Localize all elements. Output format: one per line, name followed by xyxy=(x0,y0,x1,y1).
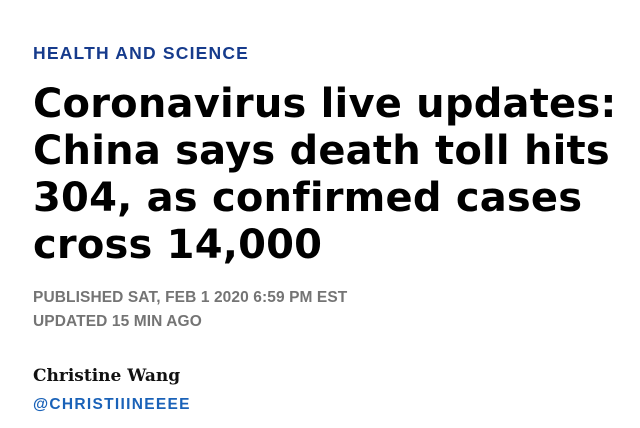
published-time: PUBLISHED SAT, FEB 1 2020 6:59 PM EST xyxy=(33,289,348,306)
headline-line: Coronavirus live updates: xyxy=(33,81,617,127)
section-link[interactable]: HEALTH AND SCIENCE xyxy=(33,43,250,63)
updated-time: UPDATED 15 MIN AGO xyxy=(33,313,202,330)
headline-line: 304, as confirmed cases xyxy=(33,175,583,221)
timestamps: PUBLISHED SAT, FEB 1 2020 6:59 PM EST UP… xyxy=(33,286,347,334)
headline: Coronavirus live updates: China says dea… xyxy=(33,81,633,269)
author-name[interactable]: Christine Wang xyxy=(33,366,181,386)
headline-line: China says death toll hits xyxy=(33,128,610,174)
headline-line: cross 14,000 xyxy=(33,222,323,268)
author-twitter-handle[interactable]: @CHRISTIIINEEEE xyxy=(33,396,191,413)
